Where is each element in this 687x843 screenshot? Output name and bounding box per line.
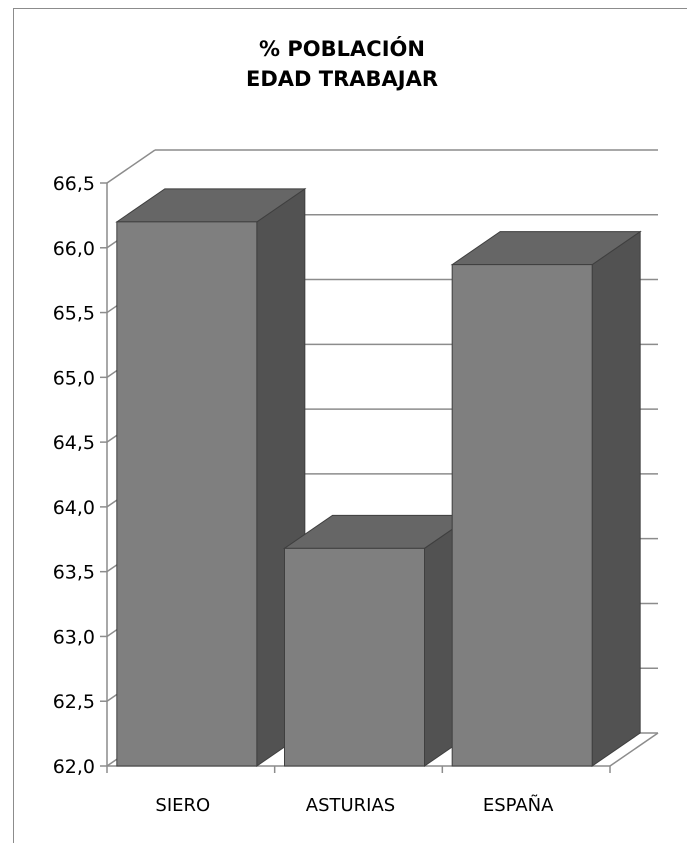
x-category-label: ESPAÑA	[483, 794, 554, 816]
floor-right-edge	[609, 732, 659, 767]
x-category-label: SIERO	[155, 795, 210, 816]
chart-title-line-2: EDAD TRABAJAR	[245, 67, 438, 91]
y-tick-label: 65,5	[53, 303, 95, 325]
bar	[451, 264, 593, 767]
gridline-connector	[106, 149, 156, 184]
y-tick-label: 64,0	[53, 497, 95, 519]
bar	[284, 547, 425, 767]
y-tick-label: 63,5	[53, 562, 95, 584]
y-tick-label: 63,0	[53, 626, 95, 648]
y-tick-label: 66,0	[53, 238, 95, 260]
y-tick-label: 65,0	[53, 367, 95, 389]
y-tick-label: 62,5	[53, 691, 95, 713]
bar-side	[591, 230, 641, 767]
chart-title-line-1: % POBLACIÓN	[259, 37, 425, 61]
y-tick-label: 62,0	[53, 756, 95, 778]
y-tick-label: 66,5	[53, 173, 95, 195]
bar	[116, 221, 258, 767]
x-category-label: ASTURIAS	[306, 795, 395, 816]
y-tick-label: 64,5	[53, 432, 95, 454]
